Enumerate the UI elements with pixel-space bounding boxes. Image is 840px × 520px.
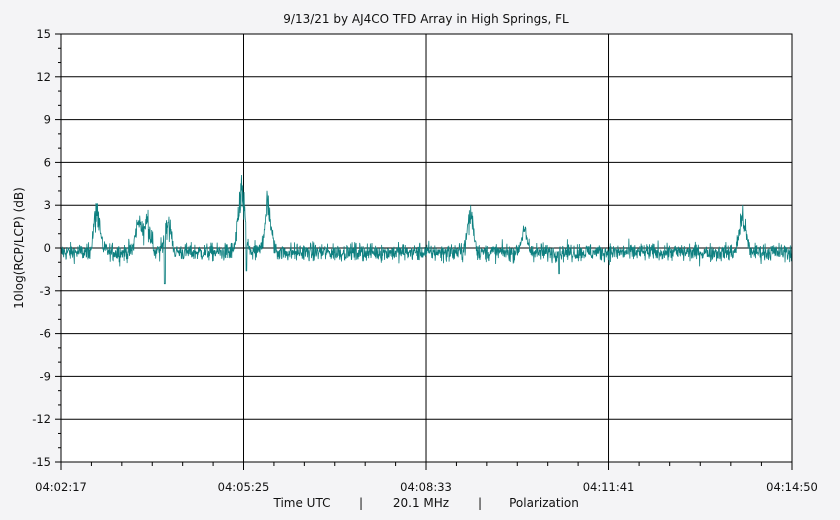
y-tick-label: -12 <box>32 412 51 426</box>
x-tick-label: 04:11:41 <box>583 480 635 494</box>
y-tick-label: -3 <box>40 284 51 298</box>
x-axis-title-part: 20.1 MHz <box>393 496 449 510</box>
x-tick-label: 04:14:50 <box>766 480 818 494</box>
x-axis: 04:02:17 04:05:25 04:08:33 04:11:41 04:14:50 <box>35 462 818 494</box>
x-tick-label: 04:02:17 <box>35 480 87 494</box>
y-tick-label: 0 <box>44 241 51 255</box>
y-tick-label: 12 <box>36 70 51 84</box>
x-axis-title: Time UTC | 20.1 MHz | Polarization <box>273 496 579 510</box>
x-tick-label: 04:08:33 <box>400 480 452 494</box>
y-axis-title: 10log(RCP/LCP) (dB) <box>12 187 26 309</box>
series-line-polarization <box>60 174 793 285</box>
x-axis-title-part: | <box>359 496 363 510</box>
y-tick-label: 9 <box>44 113 51 127</box>
x-tick-label: 04:05:25 <box>218 480 270 494</box>
y-axis: 15 12 9 6 3 0 -3 -6 -9 -12 -15 <box>32 27 61 469</box>
y-tick-label: 15 <box>36 27 51 41</box>
x-axis-title-part: Time UTC <box>273 496 331 510</box>
x-axis-title-part: | <box>478 496 482 510</box>
y-tick-label: 6 <box>44 155 51 169</box>
y-tick-label: -15 <box>32 455 51 469</box>
series-layer <box>60 174 793 285</box>
x-axis-title-part: Polarization <box>509 496 579 510</box>
y-tick-label: -9 <box>40 369 51 383</box>
y-tick-label: 3 <box>44 198 51 212</box>
y-tick-label: -6 <box>40 327 51 341</box>
chart-title: 9/13/21 by AJ4CO TFD Array in High Sprin… <box>283 12 569 26</box>
